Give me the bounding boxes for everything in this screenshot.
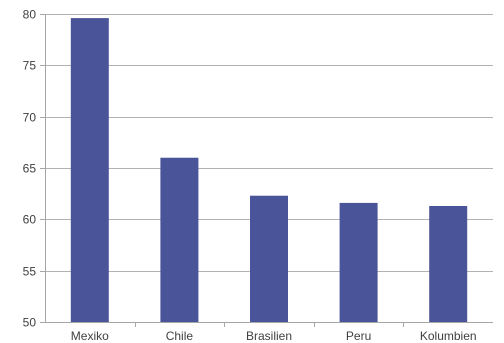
- y-tick-label: 80: [23, 8, 37, 22]
- y-tick-labels: 50 55 60 65 70 75 80: [23, 8, 37, 330]
- x-tick-label: Peru: [346, 329, 371, 343]
- y-tick-label: 75: [23, 59, 37, 73]
- y-tick-label: 60: [23, 213, 37, 227]
- bars: [70, 18, 468, 323]
- bar-brasilien: [250, 195, 288, 322]
- x-tick-label: Mexiko: [71, 329, 109, 343]
- y-tick-label: 55: [23, 265, 37, 279]
- bar-chile: [160, 157, 199, 322]
- x-tick-labels: Mexiko Chile Brasilien Peru Kolumbien: [71, 329, 477, 343]
- x-tick-label: Kolumbien: [420, 329, 477, 343]
- x-tick-label: Chile: [166, 329, 194, 343]
- y-tick-label: 50: [23, 316, 37, 330]
- bar-mexiko: [70, 18, 109, 323]
- bar-peru: [339, 202, 378, 322]
- bar-kolumbien: [429, 205, 468, 322]
- gridlines: [45, 14, 493, 272]
- y-tick-label: 65: [23, 162, 37, 176]
- y-tick-label: 70: [23, 111, 37, 125]
- axes: [40, 14, 493, 327]
- x-tick-label: Brasilien: [246, 329, 292, 343]
